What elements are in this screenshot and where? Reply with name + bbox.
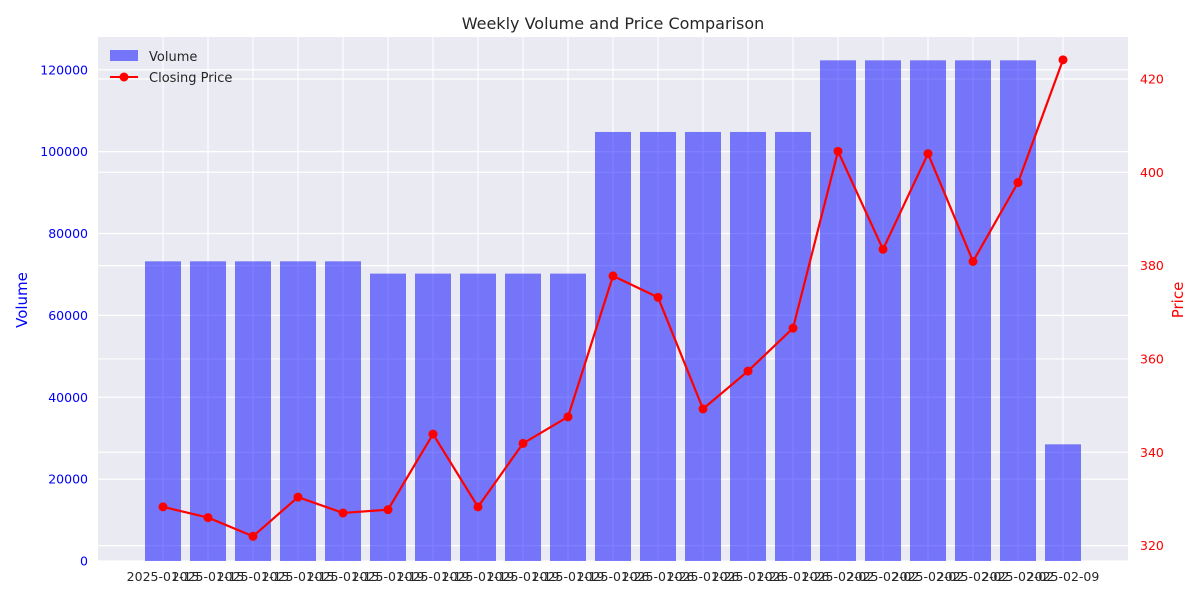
volume-bar [370, 273, 406, 561]
volume-bar [1000, 60, 1036, 561]
x-tick-label: 2025-01-19 [397, 569, 470, 584]
right-tick-label: 360 [1140, 351, 1164, 366]
volume-bar [460, 273, 496, 561]
x-tick-label: 2025-01-15 [307, 569, 380, 584]
closing-price-point [338, 508, 348, 518]
closing-price-point [158, 502, 168, 512]
closing-price-point [878, 244, 888, 254]
volume-bar [415, 273, 451, 561]
x-tick-label: 2025-02-02 [937, 569, 1010, 584]
right-tick-label: 420 [1140, 71, 1164, 86]
x-axis-ticks: 2025-01-152025-01-152025-01-152025-01-15… [127, 569, 1100, 584]
volume-bar [910, 60, 946, 561]
closing-price-point [203, 513, 213, 523]
x-tick-label: 2025-02-02 [802, 569, 875, 584]
closing-price-point [923, 149, 933, 159]
volume-bar [775, 131, 811, 561]
x-tick-label: 2025-01-26 [577, 569, 650, 584]
closing-price-point [653, 292, 663, 302]
left-tick-label: 120000 [40, 62, 88, 77]
left-axis-label: Volume [13, 272, 31, 328]
x-tick-label: 2025-02-09 [1027, 569, 1100, 584]
x-tick-label: 2025-02-02 [892, 569, 965, 584]
closing-price-point [518, 438, 528, 448]
volume-bar [505, 273, 541, 561]
closing-price-point [743, 366, 753, 376]
closing-price-point [788, 323, 798, 333]
price-line-series [158, 55, 1068, 541]
volume-bar [190, 261, 226, 561]
right-axis-ticks: 320 340 360 380 400 420 [1140, 71, 1164, 553]
left-axis-ticks: 0 20000 40000 60000 80000 100000 120000 [40, 62, 88, 568]
x-tick-label: 2025-01-19 [442, 569, 515, 584]
left-tick-label: 40000 [48, 390, 88, 405]
x-tick-label: 2025-02-02 [847, 569, 920, 584]
volume-bar [595, 131, 631, 561]
legend-volume-label: Volume [149, 50, 197, 65]
left-tick-label: 80000 [48, 226, 88, 241]
volume-bar [640, 131, 676, 561]
closing-price-point [473, 502, 483, 512]
x-tick-label: 2025-01-26 [622, 569, 695, 584]
x-tick-label: 2025-01-15 [262, 569, 335, 584]
closing-price-point [293, 492, 303, 502]
x-tick-label: 2025-02-02 [982, 569, 1055, 584]
volume-bar [865, 60, 901, 561]
volume-bar [820, 60, 856, 561]
x-tick-label: 2025-01-15 [127, 569, 200, 584]
closing-price-point [1013, 178, 1023, 188]
right-axis-label: Price [1169, 282, 1187, 319]
closing-price-point [563, 412, 573, 422]
left-tick-label: 20000 [48, 472, 88, 487]
x-tick-label: 2025-01-26 [667, 569, 740, 584]
right-tick-label: 400 [1140, 165, 1164, 180]
closing-price-point [833, 146, 843, 156]
x-tick-label: 2025-01-15 [217, 569, 290, 584]
volume-bar [280, 261, 316, 561]
right-tick-label: 380 [1140, 258, 1164, 273]
closing-price-point [608, 271, 618, 281]
left-tick-label: 0 [80, 554, 88, 569]
chart-title: Weekly Volume and Price Comparison [462, 14, 765, 33]
x-tick-label: 2025-01-26 [712, 569, 785, 584]
x-tick-label: 2025-01-19 [487, 569, 560, 584]
volume-bar [235, 261, 271, 561]
legend: Volume Closing Price [110, 50, 232, 86]
left-tick-label: 100000 [40, 144, 88, 159]
closing-price-point [383, 505, 393, 515]
x-tick-label: 2025-01-19 [532, 569, 605, 584]
x-tick-label: 2025-01-19 [352, 569, 425, 584]
volume-bar [730, 131, 766, 561]
closing-price-point [1058, 55, 1068, 65]
legend-price-label: Closing Price [149, 71, 232, 86]
closing-price-point [698, 404, 708, 414]
volume-bar [955, 60, 991, 561]
x-tick-label: 2025-01-15 [172, 569, 245, 584]
legend-volume-swatch [110, 50, 138, 61]
closing-price-point [968, 256, 978, 266]
right-tick-label: 320 [1140, 538, 1164, 553]
closing-price-point [428, 429, 438, 439]
left-tick-label: 60000 [48, 308, 88, 323]
volume-bar [1045, 444, 1081, 561]
x-tick-label: 2025-01-26 [757, 569, 830, 584]
volume-bar [685, 131, 721, 561]
legend-price-marker [119, 72, 129, 82]
right-tick-label: 340 [1140, 445, 1164, 460]
closing-price-point [248, 531, 258, 541]
volume-bar [145, 261, 181, 561]
